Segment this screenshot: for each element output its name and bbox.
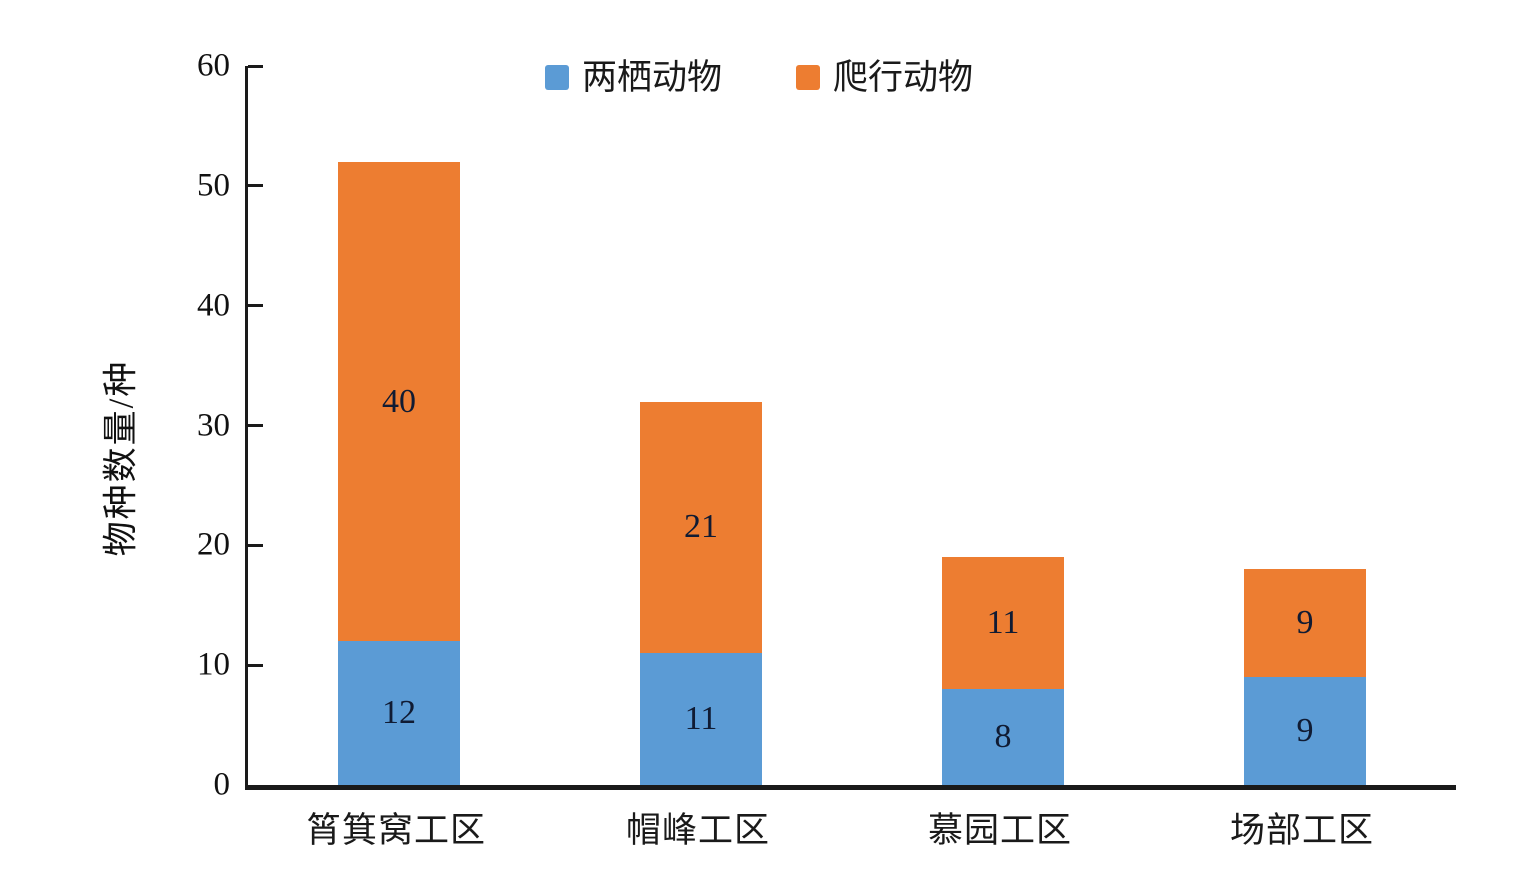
y-tick-label-50: 50 xyxy=(197,167,230,204)
x-category-label-1: 筲箕窝工区 xyxy=(305,811,486,850)
bar-stack-3: 8 11 xyxy=(942,557,1064,785)
bar-segment-爬行动物-慕园工区: 11 xyxy=(942,557,1064,690)
bar-stack-2: 11 21 xyxy=(640,401,762,785)
legend-item-reptiles: 爬行动物 xyxy=(796,60,973,95)
x-category-label-2: 帽峰工区 xyxy=(625,811,770,850)
y-tick-mark-10 xyxy=(248,663,263,667)
bar-value-label: 9 xyxy=(1296,712,1314,750)
legend-swatch-amphibians-icon xyxy=(545,65,569,90)
y-tick-mark-60 xyxy=(248,64,263,68)
bar-segment-两栖动物-筲箕窝工区: 12 xyxy=(338,641,460,785)
y-axis-title: 物种数量/种 xyxy=(101,359,141,557)
legend: 两栖动物 爬行动物 xyxy=(545,60,973,95)
y-tick-label-10: 10 xyxy=(197,646,230,683)
bar-segment-两栖动物-帽峰工区: 11 xyxy=(640,653,762,785)
y-tick-label-20: 20 xyxy=(197,526,230,563)
y-tick-mark-20 xyxy=(248,543,263,547)
y-tick-label-0: 0 xyxy=(213,766,231,803)
bar-segment-两栖动物-慕园工区: 8 xyxy=(942,689,1064,785)
y-tick-mark-40 xyxy=(248,304,263,308)
bar-value-label: 40 xyxy=(382,382,416,420)
legend-item-amphibians: 两栖动物 xyxy=(545,60,722,95)
bar-value-label: 11 xyxy=(684,700,718,738)
y-tick-mark-30 xyxy=(248,424,263,427)
y-tick-label-40: 40 xyxy=(197,287,230,324)
x-category-label-4: 场部工区 xyxy=(1229,811,1374,850)
y-tick-label-30: 30 xyxy=(197,407,230,443)
legend-label-amphibians: 两栖动物 xyxy=(582,58,723,97)
bar-stack-1: 12 40 xyxy=(338,161,460,785)
x-category-label-3: 慕园工区 xyxy=(927,811,1072,850)
bar-segment-两栖动物-场部工区: 9 xyxy=(1244,677,1366,785)
bar-segment-爬行动物-帽峰工区: 21 xyxy=(640,401,762,654)
bar-value-label: 12 xyxy=(382,694,416,732)
legend-swatch-reptiles-icon xyxy=(796,65,821,90)
bar-value-label: 11 xyxy=(986,604,1020,642)
y-tick-mark-50 xyxy=(248,184,263,188)
bar-value-label: 9 xyxy=(1296,604,1314,642)
y-tick-label-60: 60 xyxy=(197,47,230,84)
bar-value-label: 8 xyxy=(994,718,1012,756)
bar-segment-爬行动物-筲箕窝工区: 40 xyxy=(338,161,460,642)
bar-segment-爬行动物-场部工区: 9 xyxy=(1244,569,1366,678)
bar-value-label: 21 xyxy=(684,508,718,546)
plot-area: 12 40 11 21 8 11 9 9 xyxy=(245,64,1456,790)
legend-label-reptiles: 爬行动物 xyxy=(833,58,974,97)
